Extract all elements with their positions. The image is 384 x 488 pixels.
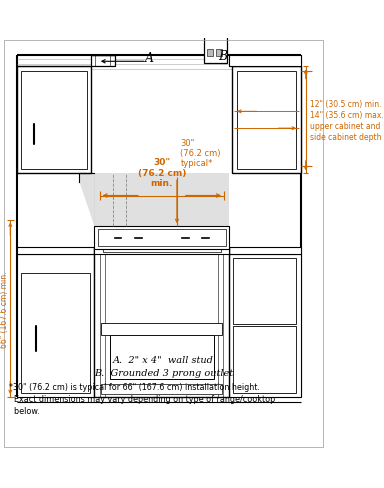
Bar (17, 67, 91, 174)
Bar (17, 248, 94, 255)
Circle shape (198, 231, 213, 246)
Text: 12" (30.5 cm) min.
14" (35.6 cm) max.
upper cabinet and
side cabinet depth: 12" (30.5 cm) min. 14" (35.6 cm) max. up… (310, 100, 384, 142)
Text: B.  Grounded 3 prong outlet: B. Grounded 3 prong outlet (94, 368, 233, 377)
Bar (101, 384, 222, 394)
Bar (91, 56, 115, 67)
Bar (21, 274, 90, 393)
Bar (109, 335, 214, 379)
Text: A: A (145, 52, 154, 65)
Bar (98, 229, 226, 247)
Circle shape (131, 231, 146, 246)
Bar (207, 50, 213, 57)
Text: *30" (76.2 cm) is typical for 66" (167.6 cm) installation height.
  Exact dimens: *30" (76.2 cm) is typical for 66" (167.6… (8, 382, 275, 415)
Bar (233, 326, 296, 393)
Bar (229, 255, 301, 397)
Text: 30"
(76.2 cm)
min.: 30" (76.2 cm) min. (137, 158, 186, 188)
Text: 30"
(76.2 cm)
typical*: 30" (76.2 cm) typical* (180, 138, 221, 168)
Bar (233, 259, 296, 324)
Text: 66" (167.6 cm) min.: 66" (167.6 cm) min. (0, 270, 8, 347)
Circle shape (213, 41, 218, 47)
Circle shape (178, 231, 193, 246)
Bar (229, 56, 301, 67)
Bar (237, 71, 296, 170)
Bar (94, 174, 229, 227)
Polygon shape (79, 174, 94, 227)
Bar (229, 248, 301, 255)
Circle shape (111, 231, 126, 246)
Bar (94, 227, 229, 249)
Text: A.  2" x 4"  wall stud: A. 2" x 4" wall stud (113, 355, 214, 364)
Bar (21, 71, 87, 170)
Bar (101, 324, 222, 335)
Bar (204, 37, 227, 64)
Text: B: B (218, 50, 227, 63)
Bar (94, 248, 229, 255)
Bar (94, 248, 229, 397)
Bar (232, 67, 301, 174)
Bar (17, 255, 94, 397)
Bar (216, 50, 222, 57)
Bar (103, 244, 221, 253)
